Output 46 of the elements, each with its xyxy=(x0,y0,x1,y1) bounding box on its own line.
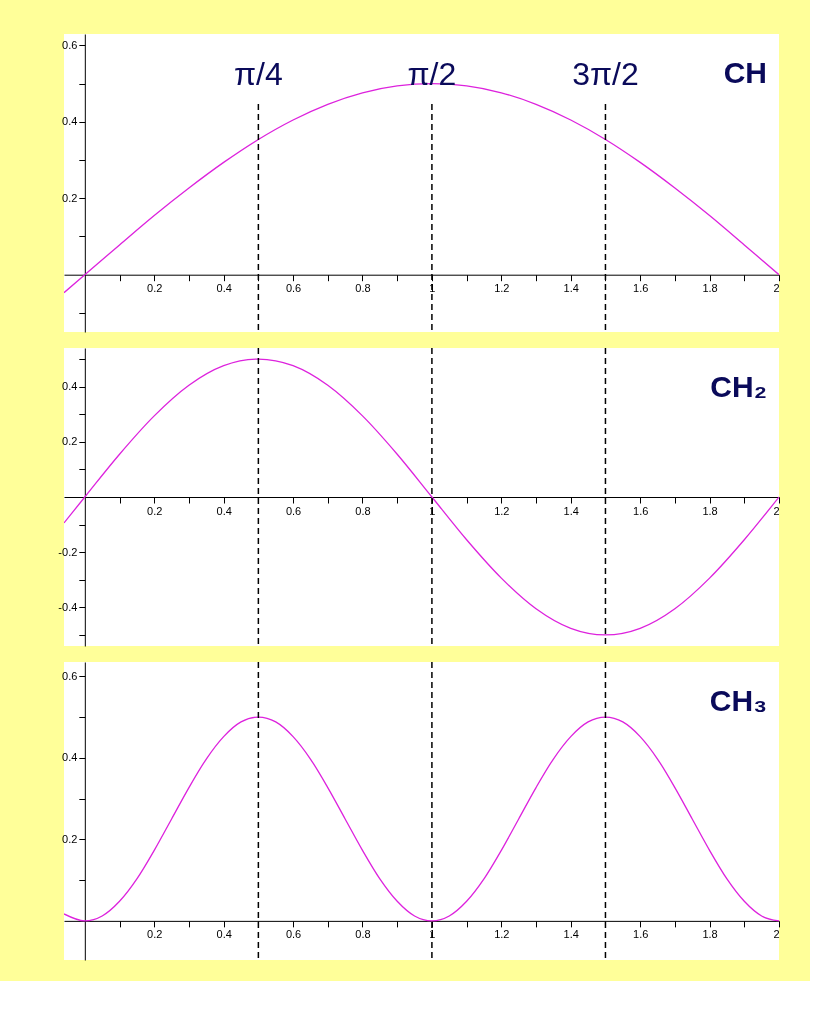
x-tick-label: 1.8 xyxy=(702,928,718,941)
x-tick-label: 1.4 xyxy=(563,928,579,941)
x-tick-label: 0.4 xyxy=(216,928,232,941)
y-tick-label: 0.2 xyxy=(62,435,78,448)
x-tick-label: 1.2 xyxy=(494,928,510,941)
x-tick-label: 1.8 xyxy=(702,504,718,517)
x-tick-label: 0.6 xyxy=(285,282,302,295)
x-tick-label: 0.2 xyxy=(147,282,163,295)
ref-line-label: π/2 xyxy=(407,56,457,92)
text: CH₂ xyxy=(710,370,767,403)
x-tick-label: 1.4 xyxy=(563,504,579,517)
x-tick-label: 0.4 xyxy=(216,504,232,517)
x-tick-label: 2 xyxy=(773,928,780,941)
x-tick-label: 0.6 xyxy=(285,504,302,517)
y-tick-label: -0.4 xyxy=(58,600,78,613)
y-tick-label: 0.6 xyxy=(62,38,78,51)
x-tick-label: 1.2 xyxy=(494,504,510,517)
ref-line-label: 3π/2 xyxy=(572,56,639,92)
text: CH xyxy=(723,56,767,89)
x-tick-label: 1.6 xyxy=(633,928,649,941)
x-tick-label: 2 xyxy=(773,504,780,517)
x-tick-label: 0.8 xyxy=(355,928,371,941)
y-tick-label: -0.2 xyxy=(58,545,78,558)
x-tick-label: 0.2 xyxy=(147,504,163,517)
x-tick-label: 0.8 xyxy=(355,282,371,295)
x-tick-label: 1.6 xyxy=(633,504,649,517)
text: CH₃ xyxy=(709,684,767,717)
x-tick-label: 1 xyxy=(429,928,436,941)
x-tick-label: 1 xyxy=(429,504,436,517)
x-tick-label: 0.6 xyxy=(285,928,302,941)
x-tick-label: 1.6 xyxy=(633,282,649,295)
x-tick-label: 0.4 xyxy=(216,282,232,295)
y-tick-label: 0.4 xyxy=(62,751,78,764)
y-tick-label: 0.2 xyxy=(62,832,78,845)
x-tick-label: 1.8 xyxy=(702,282,718,295)
x-tick-label: 1.4 xyxy=(563,282,579,295)
y-tick-label: 0.6 xyxy=(62,669,78,682)
y-tick-label: 0.2 xyxy=(62,191,78,204)
y-tick-label: 0.4 xyxy=(62,380,78,393)
x-tick-label: 2 xyxy=(773,282,780,295)
y-tick-label: 0.4 xyxy=(62,115,78,128)
ref-line-label: π/4 xyxy=(233,56,283,92)
x-tick-label: 0.2 xyxy=(147,928,163,941)
x-tick-label: 0.8 xyxy=(355,504,371,517)
x-tick-label: 1 xyxy=(429,282,436,295)
x-tick-label: 1.2 xyxy=(494,282,510,295)
